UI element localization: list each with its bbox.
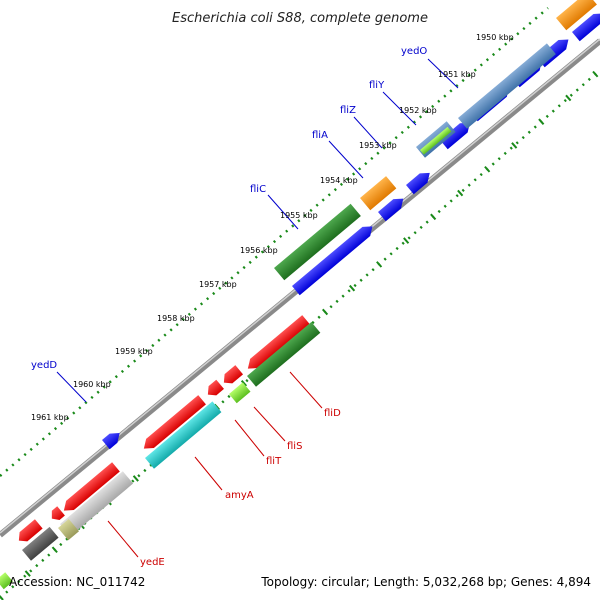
red-gene-arrow[interactable] — [220, 365, 244, 387]
lime-feature-edge[interactable] — [0, 572, 13, 590]
map-title: Escherichia coli S88, complete genome — [172, 11, 428, 26]
blue-gene-arrow[interactable] — [378, 194, 407, 222]
gene-label-yedo[interactable]: yedO — [401, 46, 427, 57]
gene-label-flia[interactable]: fliA — [312, 130, 328, 141]
green-feature-flic[interactable] — [274, 203, 361, 281]
tick-label: 1953 kbp — [359, 141, 397, 150]
red-gene-arrow-amya[interactable] — [140, 395, 206, 453]
orange-feature[interactable] — [556, 0, 597, 31]
tick-label: 1952 kbp — [399, 106, 437, 115]
green-feature-flid[interactable] — [247, 322, 321, 387]
gene-label-flic[interactable]: fliC — [250, 184, 266, 195]
top-leader-lines — [56, 58, 459, 403]
tick-label: 1957 kbp — [199, 280, 237, 289]
red-gene-arrow-yede[interactable] — [60, 462, 120, 515]
accession-text: Accession: NC_011742 — [9, 575, 145, 589]
orange-feature-flia[interactable] — [360, 176, 397, 211]
red-gene-arrow[interactable] — [48, 506, 65, 523]
gene-label-yedd[interactable]: yedD — [31, 360, 57, 371]
top-gene-labels: yedO fliY fliZ fliA fliC yedD — [31, 46, 427, 371]
grey-feature[interactable] — [22, 526, 59, 561]
gene-label-fliy[interactable]: fliY — [369, 80, 385, 91]
blue-gene-arrow-flic-region[interactable] — [292, 222, 376, 296]
cyan-feature-flit[interactable] — [145, 401, 222, 469]
gene-label-amya[interactable]: amyA — [225, 490, 254, 501]
tick-label: 1950 kbp — [476, 33, 514, 42]
lower-feature-boxes — [0, 322, 321, 590]
gene-label-yede[interactable]: yedE — [140, 557, 165, 568]
lime-feature-flis[interactable] — [229, 382, 251, 404]
tick-label: 1960 kbp — [73, 380, 111, 389]
red-gene-arrow[interactable] — [15, 519, 43, 545]
bottom-gene-labels: fliD fliS fliT amyA yedE — [140, 408, 341, 568]
blue-gene-arrow[interactable] — [406, 168, 434, 195]
lime-feature[interactable] — [420, 126, 452, 155]
tick-label: 1955 kbp — [280, 211, 318, 220]
reverse-gene-arrows — [15, 315, 310, 545]
blue-gene-arrow-yedd[interactable] — [102, 428, 124, 450]
gene-label-flit[interactable]: fliT — [266, 456, 282, 467]
tick-labels: 1950 kbp 1951 kbp 1952 kbp 1953 kbp 1954… — [31, 33, 514, 422]
red-gene-arrow[interactable] — [244, 315, 310, 373]
outer-tick-track — [0, 7, 549, 477]
tick-label: 1951 kbp — [438, 70, 476, 79]
gene-label-flis[interactable]: fliS — [287, 441, 302, 452]
red-gene-arrow[interactable] — [204, 379, 224, 399]
silver-feature[interactable] — [60, 471, 134, 537]
blue-gene-arrow[interactable] — [572, 9, 600, 42]
steelblue-feature[interactable] — [458, 43, 556, 129]
tick-label: 1959 kbp — [115, 347, 153, 356]
olive-feature[interactable] — [58, 519, 80, 541]
tick-label: 1956 kbp — [240, 246, 278, 255]
gene-label-fliz[interactable]: fliZ — [340, 105, 356, 116]
tick-label: 1961 kbp — [31, 413, 69, 422]
genome-summary-text: Topology: circular; Length: 5,032,268 bp… — [260, 575, 591, 589]
tick-label: 1954 kbp — [320, 176, 358, 185]
blue-gene-arrow[interactable] — [440, 118, 474, 150]
upper-feature-boxes — [274, 0, 597, 281]
bottom-leader-lines — [107, 371, 323, 558]
gene-label-flid[interactable]: fliD — [324, 408, 341, 419]
tick-label: 1958 kbp — [157, 314, 195, 323]
